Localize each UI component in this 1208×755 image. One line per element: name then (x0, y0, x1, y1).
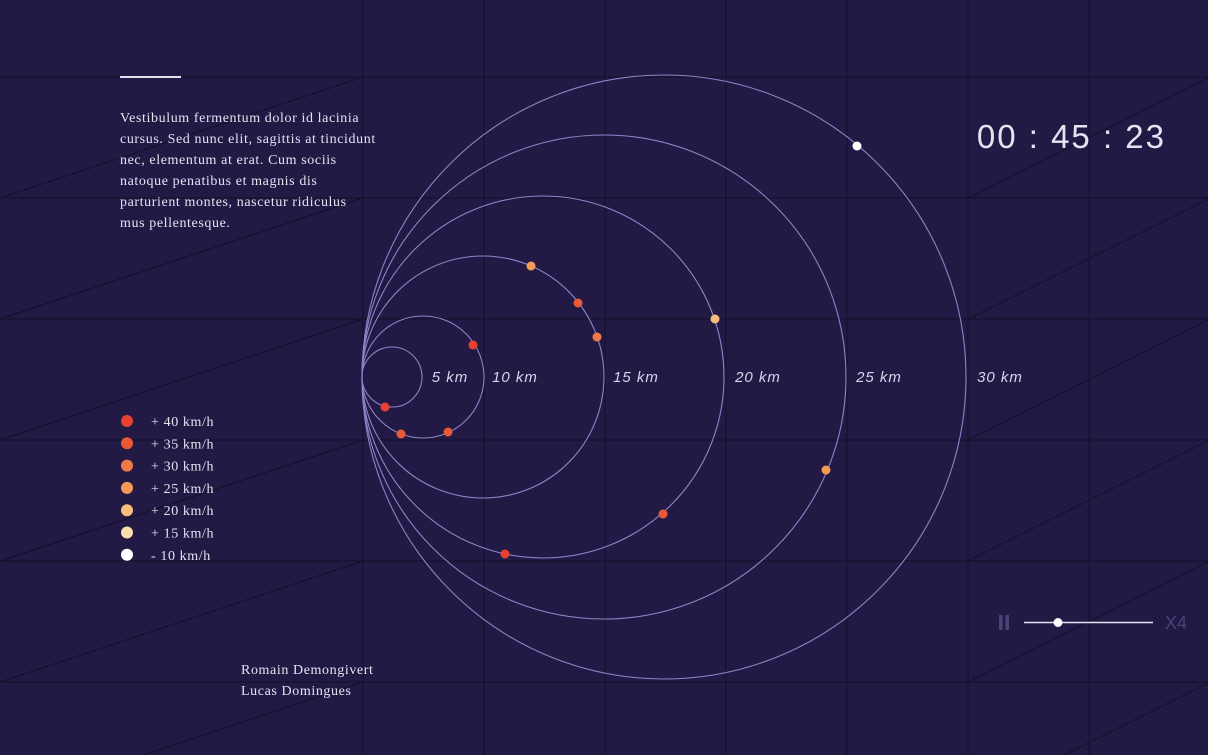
grid-diagonal (142, 681, 364, 755)
intro-line: Vestibulum fermentum dolor id lacinia (120, 111, 359, 126)
credit: Romain Demongivert (241, 663, 374, 678)
runner (526, 261, 536, 271)
intro-line: mus pellentesque. (120, 216, 231, 231)
distance-labels: 5 km 10 km 15 km 20 km 25 km 30 km (432, 369, 1023, 386)
grid-diagonal (967, 319, 1208, 441)
grid-diagonal (0, 197, 364, 320)
playback: X4 (999, 613, 1187, 633)
grid-diagonal (967, 198, 1208, 320)
intro-line: nec, elementum at erat. Cum sociis (120, 153, 337, 168)
legend-label: + 30 km/h (151, 460, 214, 475)
legend-label: + 35 km/h (151, 437, 214, 452)
orbit (361, 74, 967, 680)
distance-label: 5 km (432, 369, 469, 386)
legend-swatch (121, 504, 133, 517)
distance-label: 25 km (855, 369, 902, 386)
runner (592, 332, 602, 342)
grid-diagonal (0, 439, 364, 562)
distance-label: 30 km (977, 369, 1023, 386)
intro: Vestibulum fermentum dolor id lacinia cur… (120, 111, 376, 231)
legend-label: + 15 km/h (151, 527, 214, 542)
grid-diagonal (967, 77, 1208, 199)
runners (380, 141, 862, 559)
slider-handle[interactable] (1053, 618, 1063, 627)
runner (443, 427, 453, 437)
runner (468, 340, 478, 350)
timer: 00 : 45 : 23 (977, 118, 1166, 155)
legend-swatch (121, 526, 133, 539)
runner (821, 465, 831, 475)
runner (852, 141, 862, 151)
speed-toggle[interactable]: X4 (1165, 613, 1187, 633)
distance-label: 15 km (613, 369, 659, 386)
runner (710, 314, 720, 324)
intro-line: parturient montes, nascetur ridiculus (120, 195, 347, 210)
intro-line: natoque penatibus et magnis dis (120, 174, 317, 189)
grid-diagonal (1062, 682, 1208, 755)
legend-swatch (121, 459, 133, 472)
legend: + 40 km/h + 35 km/h + 30 km/h + 25 km/h + 20… (121, 415, 214, 564)
legend-swatch (121, 548, 133, 561)
legend-swatch (121, 415, 133, 427)
grid-diagonal (0, 560, 364, 683)
distance-label: 20 km (734, 369, 781, 386)
orbits (361, 74, 967, 680)
grid-diagonal (0, 318, 364, 441)
distance-label: 10 km (492, 369, 538, 386)
legend-label: + 25 km/h (151, 482, 214, 497)
credits: Romain Demongivert Lucas Domingues (241, 663, 374, 699)
intro-line: cursus. Sed nunc elit, sagittis at tinci… (120, 132, 376, 147)
legend-swatch (121, 437, 133, 450)
runner (500, 549, 510, 559)
legend-label: + 40 km/h (151, 415, 214, 430)
grid-diagonal (0, 76, 364, 199)
legend-label: - 10 km/h (151, 549, 211, 564)
pause-button[interactable] (999, 615, 1003, 630)
runner (380, 402, 390, 412)
runner (573, 298, 583, 308)
legend-label: + 20 km/h (151, 504, 214, 519)
runner (396, 429, 406, 439)
pause-button[interactable] (1005, 615, 1010, 630)
legend-swatch (121, 481, 133, 494)
credit: Lucas Domingues (241, 684, 351, 699)
grid-diagonal (967, 440, 1208, 562)
runner (658, 509, 668, 519)
